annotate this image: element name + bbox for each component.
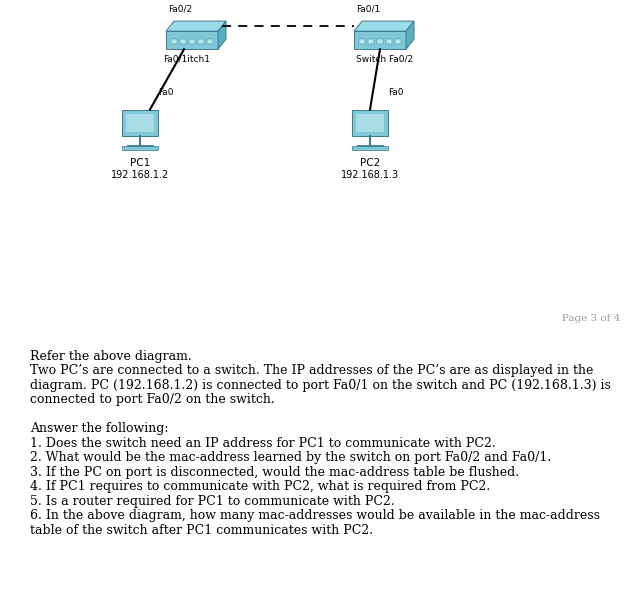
Text: Refer the above diagram.: Refer the above diagram. [30, 349, 192, 362]
Polygon shape [122, 110, 158, 136]
Polygon shape [354, 31, 406, 49]
Polygon shape [218, 21, 226, 49]
Text: PC1: PC1 [130, 157, 150, 168]
Text: connected to port Fa0/2 on the switch.: connected to port Fa0/2 on the switch. [30, 393, 275, 406]
Text: Page 3 of 4: Page 3 of 4 [562, 314, 620, 323]
Polygon shape [386, 39, 392, 44]
Text: Fa0/2: Fa0/2 [168, 4, 192, 13]
Polygon shape [198, 39, 204, 44]
Text: 3. If the PC on port is disconnected, would the mac-address table be flushed.: 3. If the PC on port is disconnected, wo… [30, 466, 519, 479]
Polygon shape [352, 146, 388, 150]
Text: Two PC’s are connected to a switch. The IP addresses of the PC’s are as displaye: Two PC’s are connected to a switch. The … [30, 364, 594, 377]
Polygon shape [359, 39, 365, 44]
Polygon shape [395, 39, 401, 44]
Text: 1. Does the switch need an IP address for PC1 to communicate with PC2.: 1. Does the switch need an IP address fo… [30, 437, 496, 450]
Text: Answer the following:: Answer the following: [30, 422, 169, 435]
Polygon shape [356, 114, 384, 131]
Polygon shape [189, 39, 195, 44]
Polygon shape [207, 39, 213, 44]
Text: Switch Fa0/2: Switch Fa0/2 [357, 54, 413, 63]
Text: Fa0: Fa0 [388, 88, 403, 98]
Text: PC2: PC2 [360, 157, 380, 168]
Polygon shape [166, 21, 226, 31]
Polygon shape [354, 21, 414, 31]
Polygon shape [171, 39, 177, 44]
Polygon shape [352, 110, 388, 136]
Polygon shape [126, 114, 154, 131]
Text: 2. What would be the mac-address learned by the switch on port Fa0/2 and Fa0/1.: 2. What would be the mac-address learned… [30, 451, 551, 464]
Polygon shape [406, 21, 414, 49]
Text: table of the switch after PC1 communicates with PC2.: table of the switch after PC1 communicat… [30, 524, 373, 537]
Text: 5. Is a router required for PC1 to communicate with PC2.: 5. Is a router required for PC1 to commu… [30, 495, 395, 508]
Text: 4. If PC1 requires to communicate with PC2, what is required from PC2.: 4. If PC1 requires to communicate with P… [30, 480, 490, 493]
Polygon shape [180, 39, 186, 44]
Text: Fa0: Fa0 [158, 88, 174, 98]
Polygon shape [368, 39, 374, 44]
Polygon shape [377, 39, 383, 44]
Text: 192.168.1.3: 192.168.1.3 [341, 170, 399, 180]
Polygon shape [166, 31, 218, 49]
Text: 6. In the above diagram, how many mac-addresses would be available in the mac-ad: 6. In the above diagram, how many mac-ad… [30, 509, 600, 522]
Text: diagram. PC (192.168.1.2) is connected to port Fa0/1 on the switch and PC (192.1: diagram. PC (192.168.1.2) is connected t… [30, 379, 611, 391]
Text: 192.168.1.2: 192.168.1.2 [111, 170, 169, 180]
Text: Fa0/1: Fa0/1 [356, 4, 380, 13]
Polygon shape [122, 146, 158, 150]
Text: Fa0/1itch1: Fa0/1itch1 [164, 54, 210, 63]
